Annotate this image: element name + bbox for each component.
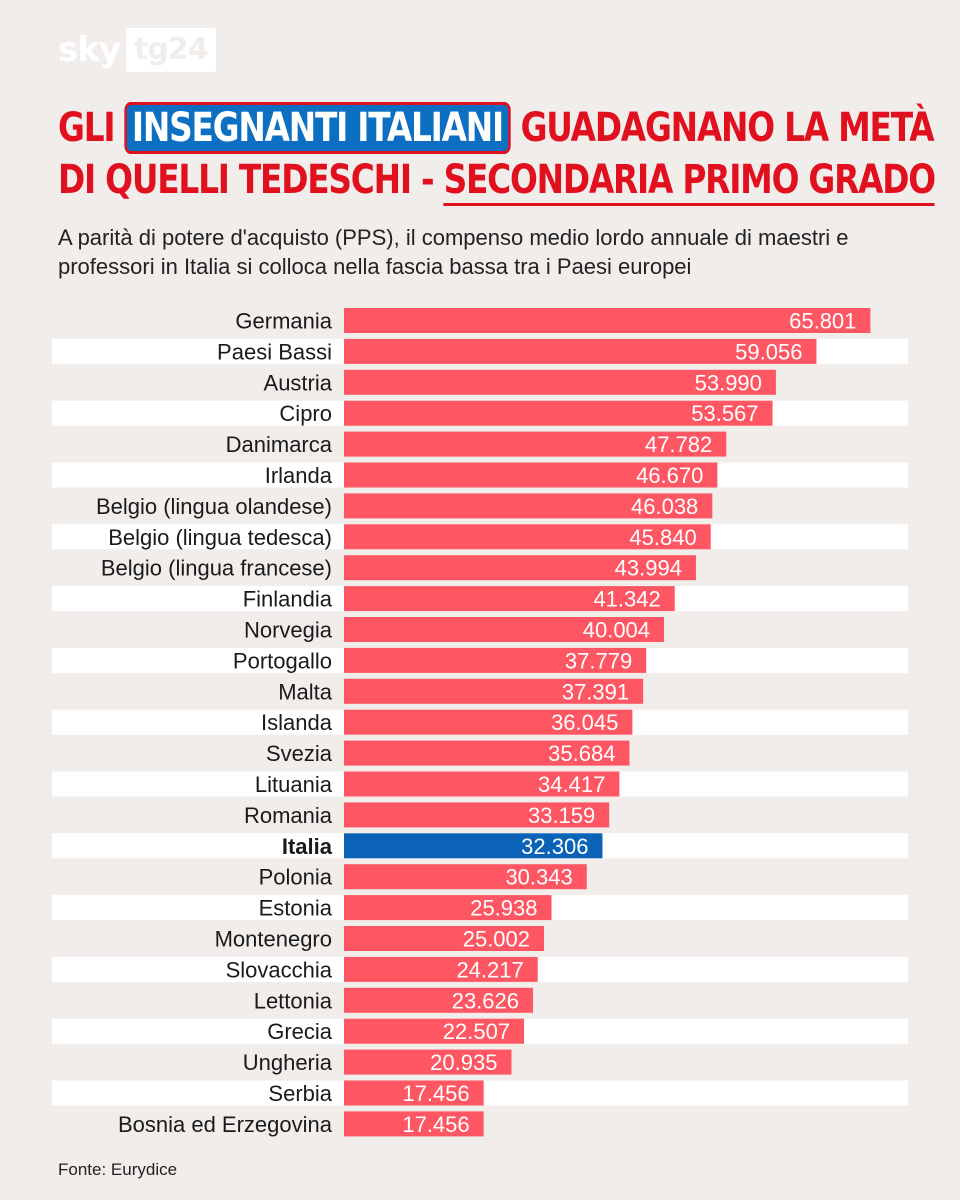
bar <box>344 678 644 704</box>
category-label: Germania <box>235 309 332 334</box>
category-label: Grecia <box>267 1019 333 1044</box>
category-label: Romania <box>244 803 333 828</box>
data-label: 43.994 <box>615 556 682 581</box>
bar <box>344 462 718 488</box>
bar <box>344 926 545 951</box>
bar <box>344 586 675 612</box>
data-label: 30.343 <box>505 865 572 890</box>
category-label: Paesi Bassi <box>217 339 332 364</box>
category-label: Cipro <box>279 401 332 426</box>
category-label: Italia <box>282 834 333 859</box>
category-label: Belgio (lingua tedesca) <box>108 525 332 550</box>
data-label: 22.507 <box>443 1019 510 1044</box>
bar <box>344 338 817 364</box>
data-label: 34.417 <box>538 772 605 797</box>
bar <box>344 555 696 581</box>
bar <box>344 308 871 333</box>
skytg24-logo: sky tg24 <box>58 28 216 72</box>
title-line1-pre: GLI <box>58 105 125 151</box>
data-label: 41.342 <box>593 587 660 612</box>
category-label: Belgio (lingua olandese) <box>96 494 332 519</box>
data-label: 33.159 <box>528 803 595 828</box>
bar <box>344 833 603 859</box>
data-label: 53.990 <box>695 370 762 395</box>
subtitle: A parità di potere d'acquisto (PPS), il … <box>58 225 849 279</box>
category-label: Lettonia <box>254 988 333 1013</box>
bar <box>344 400 773 426</box>
title-line-2: DI QUELLI TEDESCHI - SECONDARIA PRIMO GR… <box>58 154 936 206</box>
bar-chart: Germania 65.801 Paesi Bassi 59.056 Austria 53… <box>52 308 908 1137</box>
category-label: Norvegia <box>244 618 333 643</box>
bar <box>344 956 538 982</box>
category-label: Serbia <box>268 1081 332 1106</box>
logo-tg24-text: tg24 <box>126 28 216 72</box>
data-label: 47.782 <box>645 432 712 457</box>
data-label: 46.038 <box>631 494 698 519</box>
bar <box>344 802 610 828</box>
bar <box>344 740 630 766</box>
bar <box>344 493 713 519</box>
category-label: Austria <box>264 370 333 395</box>
data-label: 46.670 <box>636 463 703 488</box>
category-label: Lituania <box>255 772 333 797</box>
title-line-1: GLI INSEGNANTI ITALIANI GUADAGNANO LA ME… <box>58 102 935 154</box>
data-label: 36.045 <box>551 710 618 735</box>
data-label: 37.391 <box>562 679 629 704</box>
data-label: 17.456 <box>402 1081 469 1106</box>
bar <box>344 709 633 735</box>
data-label: 25.938 <box>470 896 537 921</box>
title-highlight: INSEGNANTI ITALIANI <box>124 102 511 154</box>
data-label: 53.567 <box>691 401 758 426</box>
bar <box>344 431 727 457</box>
category-label: Portogallo <box>233 648 332 673</box>
source-note: Fonte: Eurydice <box>58 1160 178 1179</box>
bar <box>344 771 620 797</box>
category-label: Bosnia ed Erzegovina <box>118 1112 333 1137</box>
category-label: Irlanda <box>265 463 333 488</box>
bar <box>344 1018 525 1044</box>
bar <box>344 369 776 395</box>
logo-sky-text: sky <box>58 30 121 70</box>
category-label: Finlandia <box>243 587 333 612</box>
bar <box>344 1049 512 1075</box>
category-label: Malta <box>278 679 333 704</box>
bar <box>344 524 711 550</box>
page-title: GLI INSEGNANTI ITALIANI GUADAGNANO LA ME… <box>58 102 936 206</box>
category-label: Belgio (lingua francese) <box>101 556 332 581</box>
data-label: 65.801 <box>789 309 856 334</box>
category-label: Danimarca <box>226 432 333 457</box>
category-label: Montenegro <box>215 927 332 952</box>
data-label: 32.306 <box>521 834 588 859</box>
bar <box>344 895 552 921</box>
category-label: Svezia <box>266 741 333 766</box>
bar <box>344 864 587 890</box>
title-line2-pre: DI QUELLI TEDESCHI - <box>58 157 444 203</box>
title-underlined: SECONDARIA PRIMO GRADO <box>443 157 936 206</box>
data-label: 20.935 <box>430 1050 497 1075</box>
category-label: Islanda <box>261 710 333 735</box>
bar <box>344 1111 484 1137</box>
data-label: 17.456 <box>402 1112 469 1137</box>
bar <box>344 1080 484 1106</box>
bar <box>344 987 534 1013</box>
category-label: Estonia <box>259 896 333 921</box>
data-label: 40.004 <box>583 618 650 643</box>
bar <box>344 647 647 673</box>
data-label: 23.626 <box>452 988 519 1013</box>
title-line1-post: GUADAGNANO LA METÀ <box>510 105 935 151</box>
category-label: Slovacchia <box>226 957 333 982</box>
data-label: 25.002 <box>463 927 530 952</box>
category-label: Ungheria <box>243 1050 333 1075</box>
data-label: 59.056 <box>735 339 802 364</box>
data-label: 37.779 <box>565 648 632 673</box>
data-label: 45.840 <box>629 525 696 550</box>
data-label: 24.217 <box>456 957 523 982</box>
data-label: 35.684 <box>548 741 615 766</box>
bar <box>344 617 665 642</box>
category-label: Polonia <box>259 865 333 890</box>
